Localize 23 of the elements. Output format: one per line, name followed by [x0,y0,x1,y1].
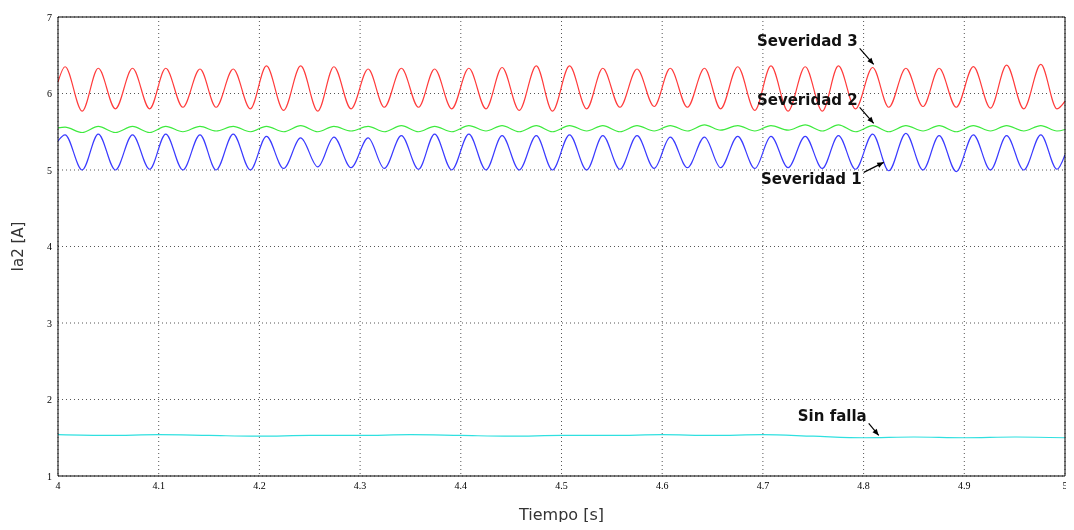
y-tick-label: 2 [47,394,52,406]
y-tick-label: 4 [47,241,52,253]
x-tick-label: 4.7 [756,480,770,492]
x-tick-label: 4.5 [555,480,568,492]
line-series [58,63,1065,112]
x-tick-label: 4.2 [253,480,266,492]
x-tick-label: 4 [55,480,61,492]
x-tick-label: 4.8 [857,480,870,492]
line-series [58,132,1065,173]
x-tick-label: 4.4 [454,480,468,492]
y-tick-label: 7 [47,11,52,23]
y-tick-label: 5 [47,164,52,176]
annotation: Sin falla [797,407,867,426]
y-tick-label: 1 [47,470,52,482]
x-tick-label: 4.3 [353,480,367,492]
y-tick-label: 6 [47,88,52,100]
y-tick-label: 3 [47,317,52,329]
x-tick-label: 4.1 [152,480,165,492]
annotation: Severidad 3 [756,32,858,51]
y-axis-title: Ia2 [A] [9,221,28,272]
annotation: Severidad 1 [761,170,862,189]
x-tick-label: 4.9 [958,480,971,492]
x-tick-label: 4.6 [655,480,669,492]
